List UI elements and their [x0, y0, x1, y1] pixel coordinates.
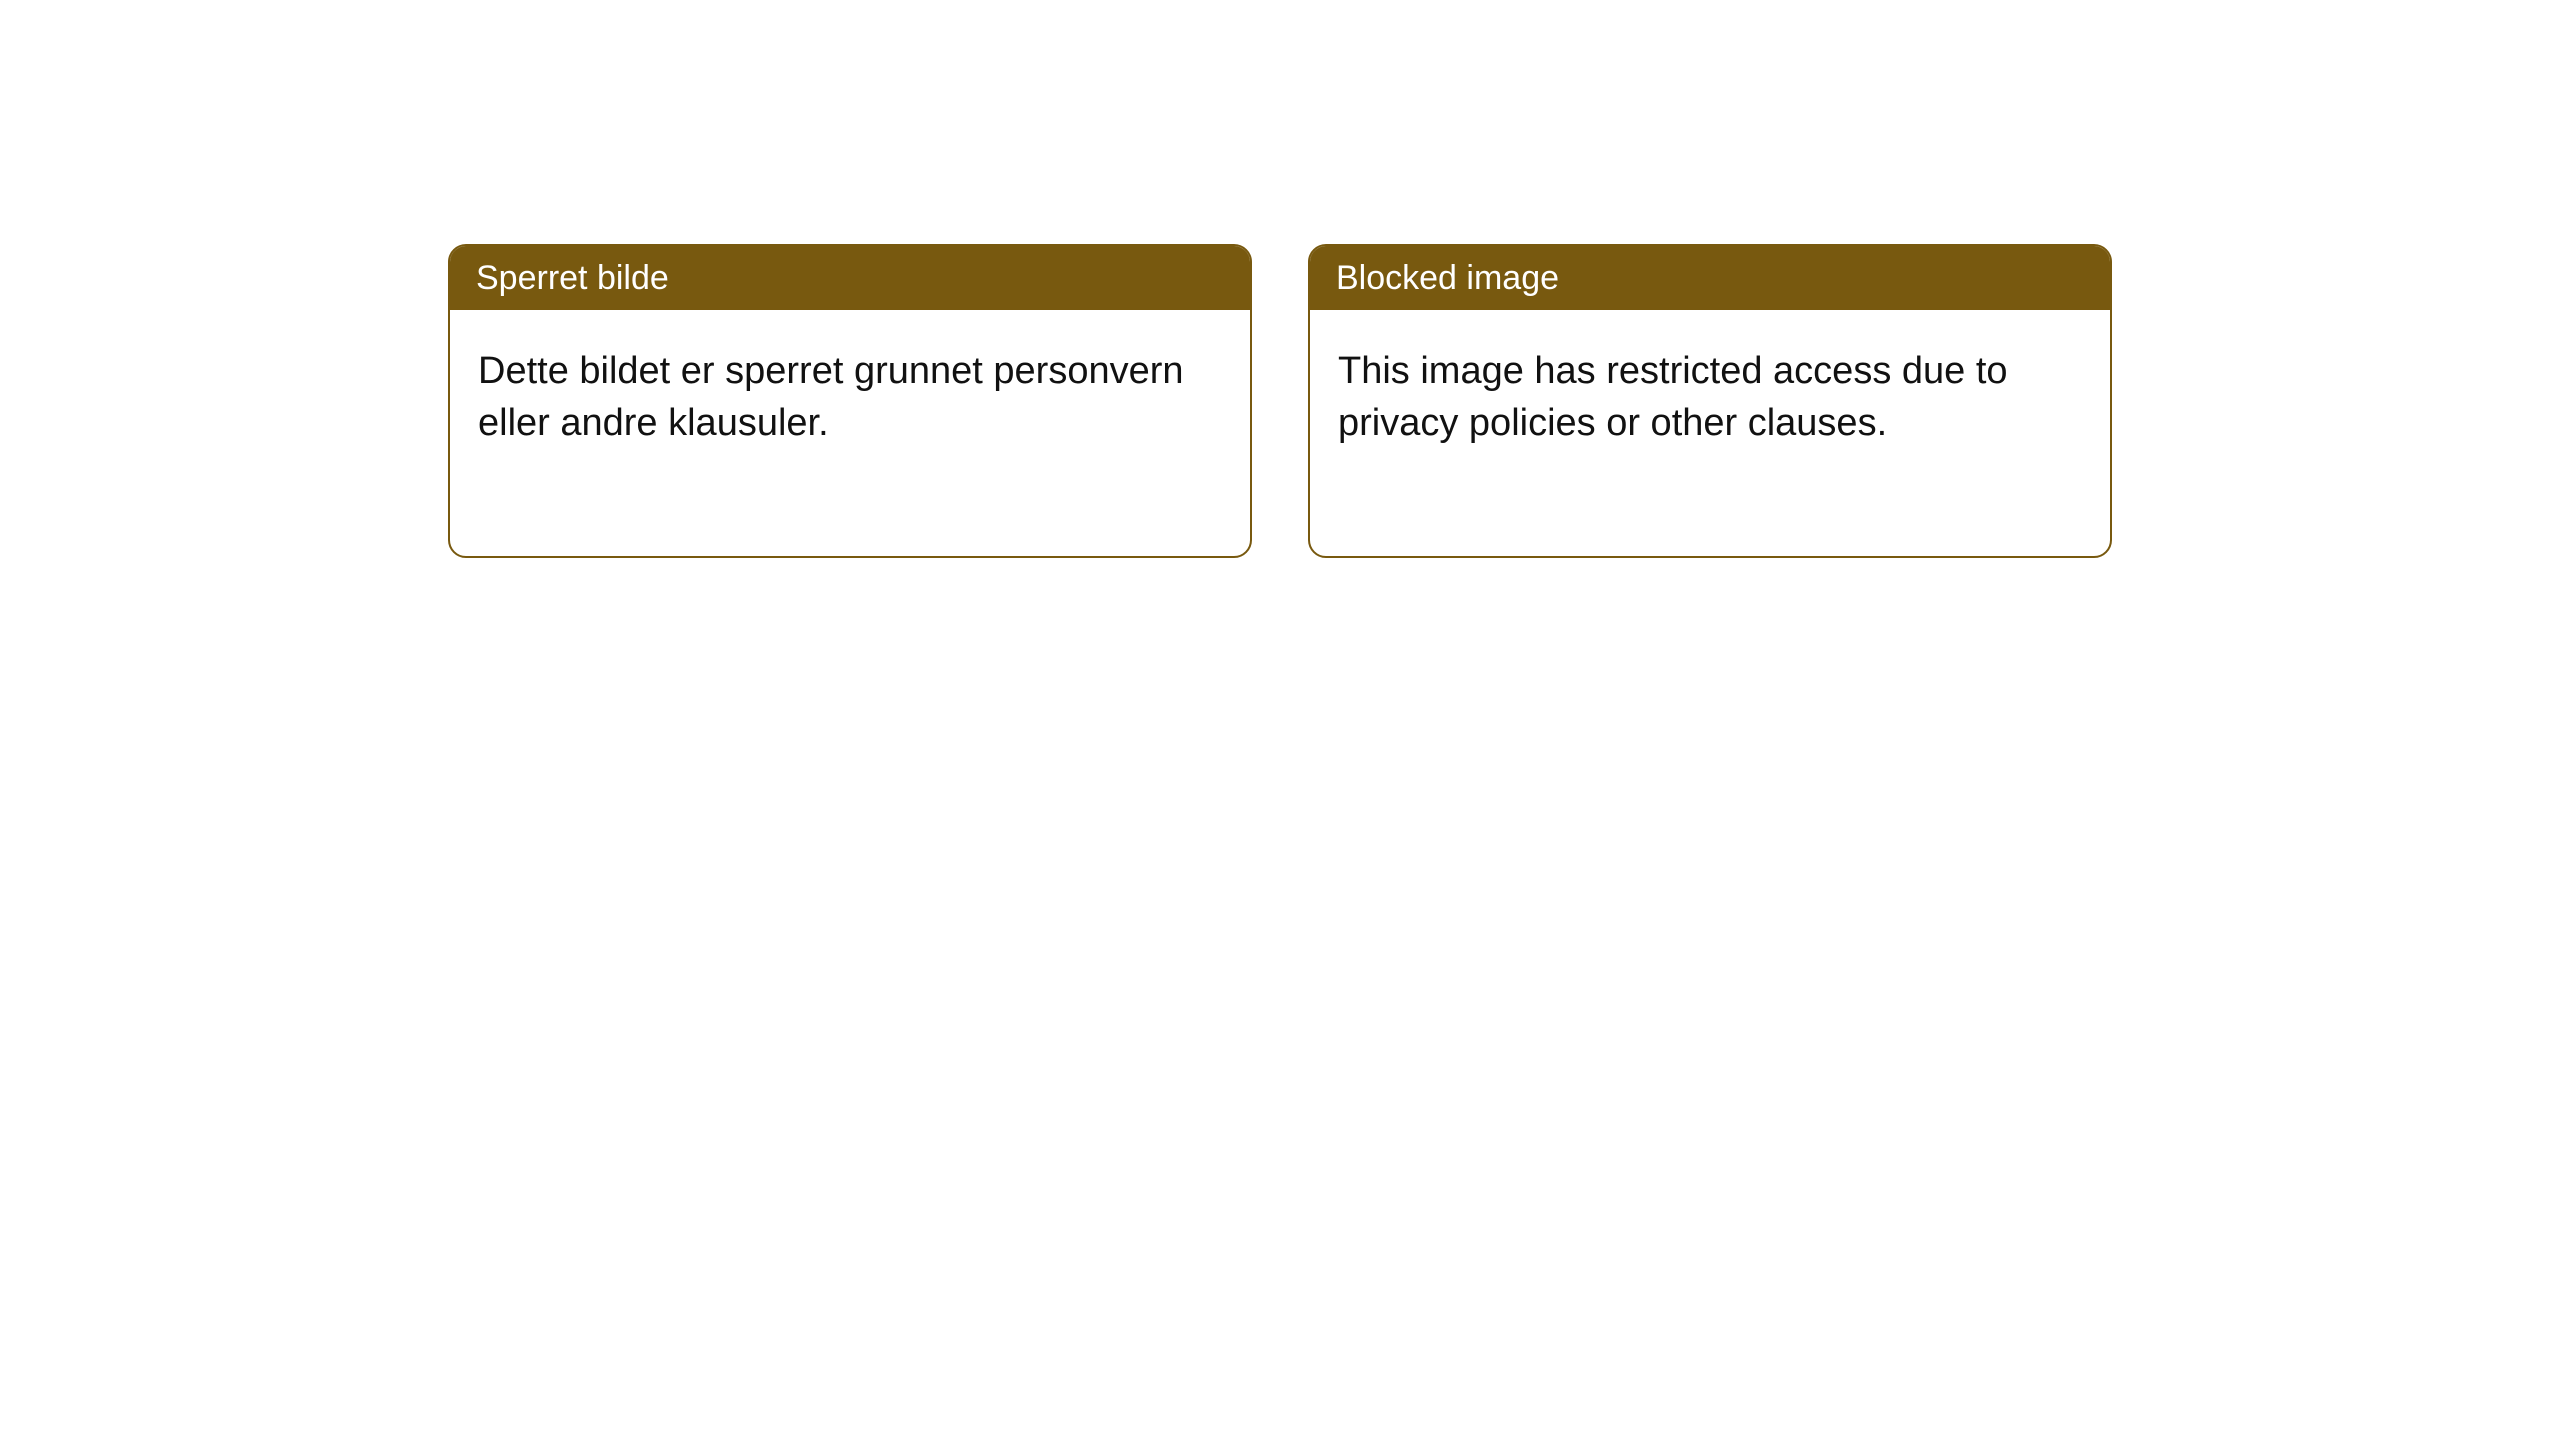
notice-header: Blocked image: [1310, 246, 2110, 310]
notice-card-english: Blocked image This image has restricted …: [1308, 244, 2112, 558]
notice-container: Sperret bilde Dette bildet er sperret gr…: [0, 0, 2560, 558]
notice-body: This image has restricted access due to …: [1310, 310, 2110, 556]
notice-body: Dette bildet er sperret grunnet personve…: [450, 310, 1250, 556]
notice-card-norwegian: Sperret bilde Dette bildet er sperret gr…: [448, 244, 1252, 558]
notice-header: Sperret bilde: [450, 246, 1250, 310]
